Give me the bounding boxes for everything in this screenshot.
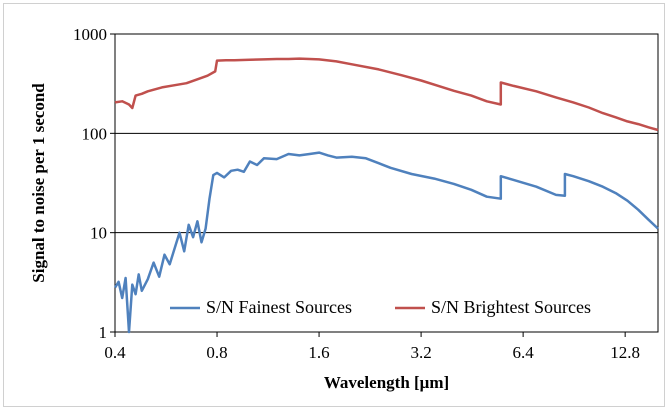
- gridlines: [115, 33, 658, 234]
- y-tick-label: 1000: [73, 25, 107, 44]
- chart-frame: [3, 3, 665, 407]
- y-tick-label: 100: [82, 124, 108, 143]
- y-tick-label: 1: [99, 323, 108, 342]
- series-line-faintest: [113, 151, 659, 334]
- x-tick-label: 6.4: [512, 343, 534, 362]
- x-tick-labels: 0.4 0.8 1.6 3.2 6.4 12.8: [104, 332, 640, 362]
- legend: S/N Fainest Sources S/N Brightest Sources: [170, 297, 591, 317]
- plot-area: [114, 33, 659, 333]
- legend-label: S/N Brightest Sources: [431, 297, 591, 317]
- x-tick-label: 3.2: [410, 343, 431, 362]
- series-layer: [113, 57, 659, 334]
- y-axis-title: Signal to noise per 1 second: [29, 83, 48, 283]
- y-tick-label: 10: [90, 224, 107, 243]
- series-line-brightest: [114, 57, 659, 132]
- x-tick-label: 0.4: [104, 343, 126, 362]
- x-tick-label: 0.8: [206, 343, 227, 362]
- legend-label: S/N Fainest Sources: [206, 297, 352, 317]
- x-tick-label: 12.8: [610, 343, 640, 362]
- y-tick-labels: 1 10 100 1000: [73, 25, 115, 342]
- x-axis-title: Wavelength [μm]: [324, 373, 449, 392]
- x-tick-label: 1.6: [308, 343, 329, 362]
